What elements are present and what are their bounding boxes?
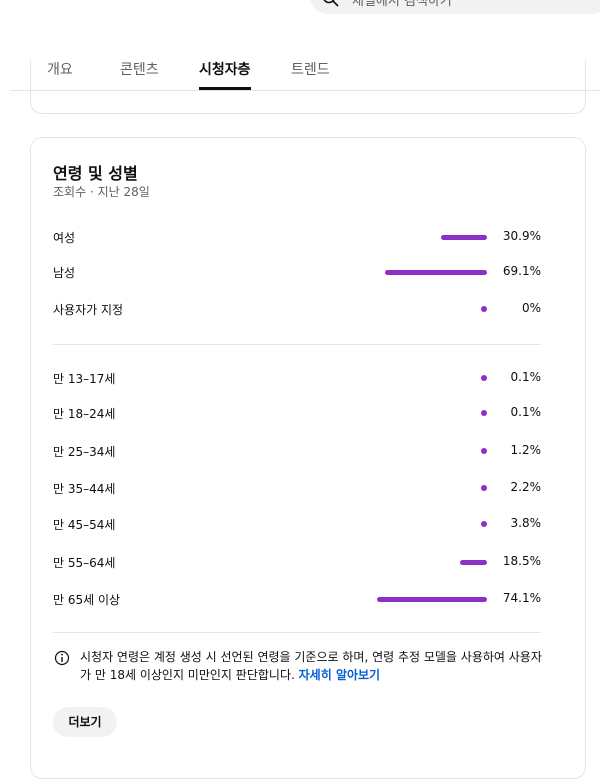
- learn-more-link[interactable]: 자세히 알아보기: [298, 668, 381, 682]
- row-label: 만 45–54세: [53, 518, 116, 532]
- row-value: 0.1%: [510, 405, 542, 419]
- row-value: 74.1%: [502, 591, 541, 605]
- row-label: 남성: [53, 266, 76, 280]
- row-label: 만 18–24세: [53, 407, 116, 421]
- row-value: 3.8%: [510, 516, 542, 530]
- separator: [53, 632, 541, 633]
- note-text: 시청자 연령은 계정 생성 시 선언된 연령을 기준으로 하며, 연령 추정 모…: [80, 650, 542, 682]
- tab[interactable]: 개요: [47, 62, 73, 78]
- row-label: 만 55–64세: [53, 556, 116, 570]
- search-placeholder: 채널에서 검색하기: [352, 0, 452, 9]
- row-value: 69.1%: [502, 264, 541, 278]
- search-icon: [323, 0, 339, 7]
- row-value: 0.1%: [510, 370, 542, 384]
- row-value: 1.2%: [510, 443, 542, 457]
- row-value: 0%: [521, 301, 541, 315]
- row-label: 만 25–34세: [53, 445, 116, 459]
- more-button[interactable]: 더보기: [53, 707, 117, 737]
- bar: [377, 596, 487, 602]
- row-label: 만 65세 이상: [53, 593, 121, 607]
- bar: [481, 410, 487, 416]
- note: 시청자 연령은 계정 생성 시 선언된 연령을 기준으로 하며, 연령 추정 모…: [80, 648, 546, 684]
- row-label: 여성: [53, 231, 76, 245]
- tab-divider: [10, 90, 600, 91]
- row-value: 2.2%: [510, 480, 542, 494]
- previous-card: [30, 60, 586, 114]
- search-box[interactable]: 채널에서 검색하기: [310, 0, 600, 14]
- card-title: 연령 및 성별: [53, 164, 138, 183]
- bar: [441, 234, 487, 240]
- row-value: 30.9%: [502, 229, 541, 243]
- bar: [459, 559, 487, 565]
- bar: [481, 375, 487, 381]
- bar: [481, 485, 487, 491]
- tab[interactable]: 시청자층: [199, 62, 251, 78]
- separator: [53, 344, 541, 345]
- page: 채널에서 검색하기 개요 콘텐츠 시청자층 트렌드 연령 및 성별 조회수 · 지난 …: [10, 0, 600, 779]
- bar: [481, 521, 487, 527]
- row-value: 18.5%: [502, 554, 541, 568]
- row-label: 사용자가 지정: [53, 303, 124, 317]
- bar: [481, 306, 487, 312]
- bar: [384, 269, 487, 275]
- row-label: 만 13–17세: [53, 372, 116, 386]
- tab[interactable]: 콘텐츠: [120, 62, 159, 78]
- tab-underline: [199, 87, 251, 90]
- card-subtitle: 조회수 · 지난 28일: [53, 185, 150, 199]
- bar: [481, 448, 487, 454]
- tab[interactable]: 트렌드: [291, 62, 330, 78]
- row-label: 만 35–44세: [53, 482, 116, 496]
- info-icon: [54, 650, 70, 666]
